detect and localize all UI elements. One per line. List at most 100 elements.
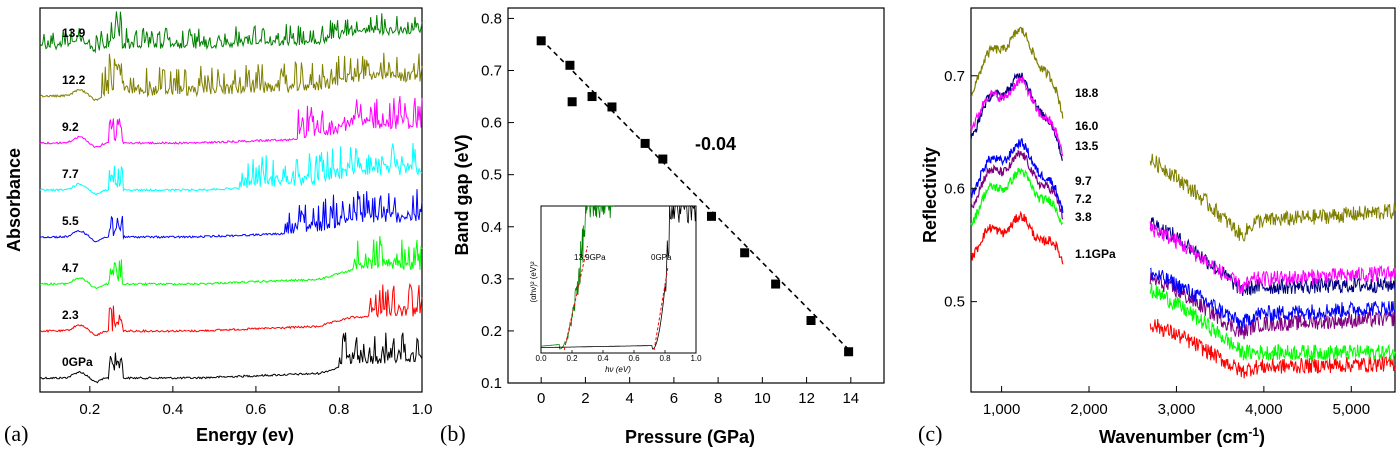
panel-c-series-label: 1.1GPa [1075,247,1116,261]
inset-xtick-label: 0.8 [659,354,671,363]
panel-b-data-point [771,279,781,289]
panel-c-series-label: 18.8 [1075,86,1099,100]
panel-c-xtick-label: 3,000 [1158,401,1196,418]
panel-b-frame [507,7,885,384]
inset-xtick-label: 0.0 [535,354,547,363]
panel-b-xtick-label: 6 [670,390,678,407]
panel-c-ytick-label: 0.7 [944,68,965,85]
panel-b-data-point [567,97,577,107]
panel-c-ytick-label: 0.5 [944,294,965,311]
panel-a-series-label: 9.2 [62,120,79,134]
panel-a-series-line [39,95,423,149]
panel-c-ytick-label: 0.6 [944,181,965,198]
panel-b-slope-annotation: -0.04 [695,134,736,154]
panel-b-xtick-label: 2 [581,390,589,407]
panel-c-xtick-label: 1,000 [983,401,1021,418]
panel-a-xlabel: Energy (ev) [196,425,294,445]
panel-c-series-line-low [970,26,1064,119]
panel-b-data-point [740,248,750,258]
inset-curves [540,205,697,351]
inset-label-13-9: 13.9GPa [574,253,606,262]
panel-b-xtick-label: 14 [842,390,859,407]
panel-a-series-label: 0GPa [62,355,93,369]
panel-a-series-line [39,189,423,243]
panel-a-series-line [39,332,423,384]
panel-c-xtick-label: 4,000 [1245,401,1283,418]
panel-a-x-ticks: 0.2 0.4 0.6 0.8 1.0 [79,386,432,418]
panel-b-ytick-label: 0.1 [481,375,502,392]
inset-xtick-label: 0.2 [566,354,578,363]
panel-c-series-label: 13.5 [1075,139,1099,153]
panel-a-ylabel: Absorbance [4,148,24,252]
inset-curve-13-9 [540,205,614,350]
panel-a-frame [39,7,423,393]
panel-b-data-point [844,347,854,357]
panel-c-series-line-high [1149,221,1396,294]
panel-c-axes: 1,000 2,000 3,000 4,000 5,000 0.5 0.6 0.7 [944,68,1370,418]
inset-fit-0 [653,265,669,351]
panel-a-xtick-label: 0.2 [79,401,100,418]
panel-b-ylabel: Band gap (eV) [452,134,472,255]
panel-b-points [536,36,854,357]
panel-b-ytick-label: 0.2 [481,323,502,340]
panel-b-letter: (b) [440,421,466,446]
panel-c-xtick-label: 2,000 [1070,401,1108,418]
panel-b-xtick-label: 10 [754,390,771,407]
inset-frame [540,205,697,354]
inset-xtick-label: 0.4 [597,354,609,363]
panel-b-data-point [640,138,650,148]
panel-a-series-labels: 0GPa 2.3 4.7 5.5 7.7 9.2 12.2 13.9 [62,26,93,369]
inset-xtick-label: 0.6 [628,354,640,363]
panel-c-series [970,26,1396,379]
panel-b-axes: 0 2 4 6 8 10 12 14 0.1 0.2 0.3 0.4 0.5 0.6 0.7 0.8 [481,10,859,407]
panel-c-series-line-low [970,138,1064,213]
panel-b-ytick-label: 0.7 [481,63,502,80]
panel-c-series-line-high [1149,217,1396,296]
inset-curve-0 [541,205,697,350]
panel-c-ylabel: Reflectivity [920,147,940,243]
panel-b-ytick-label: 0.8 [481,10,502,27]
panel-c-series-line-high [1149,267,1396,332]
panel-a-series-label: 4.7 [62,261,79,275]
panel-c-letter: (c) [918,421,942,446]
panel-b: 0 2 4 6 8 10 12 14 0.1 0.2 0.3 0.4 0.5 0.6 0.7 0.8 -0.0… [440,7,885,447]
panel-b-data-point [536,36,546,46]
panel-b-data-point [587,92,597,102]
panel-a-series-label: 13.9 [62,26,86,40]
panel-a-series-label: 7.7 [62,167,79,181]
inset-xtick-label: 1.0 [690,354,702,363]
panel-c-series-line-high [1149,282,1396,362]
panel-c-xtick-label: 5,000 [1333,401,1371,418]
panel-c-series-line-low [970,210,1064,265]
panel-b-data-point [806,316,816,325]
panel-a-series-label: 2.3 [62,308,79,322]
inset-x-ticks: 0.0 0.2 0.4 0.6 0.8 1.0 [535,350,702,363]
panel-b-data-point [607,102,617,112]
panel-b-data-point [706,211,716,221]
panel-b-ytick-label: 0.5 [481,167,502,184]
inset-xlabel: hν (eV) [605,365,631,374]
panel-a-series-line [39,236,423,290]
panel-a-xtick-label: 0.4 [162,401,183,418]
panel-a-xtick-label: 1.0 [412,401,433,418]
panel-a-series-label: 5.5 [62,214,79,228]
panel-c: 1,000 2,000 3,000 4,000 5,000 0.5 0.6 0.7 1.1GP… [918,7,1396,447]
panel-c-series-line-low [970,167,1064,227]
panel-c-frame [970,7,1396,393]
panel-a: 0.2 0.4 0.6 0.8 1.0 0GPa 2.3 4.7 5.5 7.7 9.2 12.2 1… [4,7,432,446]
panel-c-series-line-low [970,149,1064,220]
panel-c-series-label: 9.7 [1075,174,1092,188]
panel-c-series-line-high [1149,318,1396,379]
panel-c-series-line-high [1149,153,1396,242]
panel-c-series-label: 7.2 [1075,192,1092,206]
panel-a-series [39,11,423,384]
inset-label-0: 0GPa [651,253,672,262]
panel-a-series-line [39,52,423,102]
panel-a-series-line [39,142,423,196]
panel-a-xtick-label: 0.8 [329,401,350,418]
panel-c-series-line-low [970,72,1063,161]
panel-b-ytick-label: 0.3 [481,271,502,288]
panel-b-data-point [658,154,668,164]
inset-ylabel: (αhν)² (eV)² [529,261,538,302]
